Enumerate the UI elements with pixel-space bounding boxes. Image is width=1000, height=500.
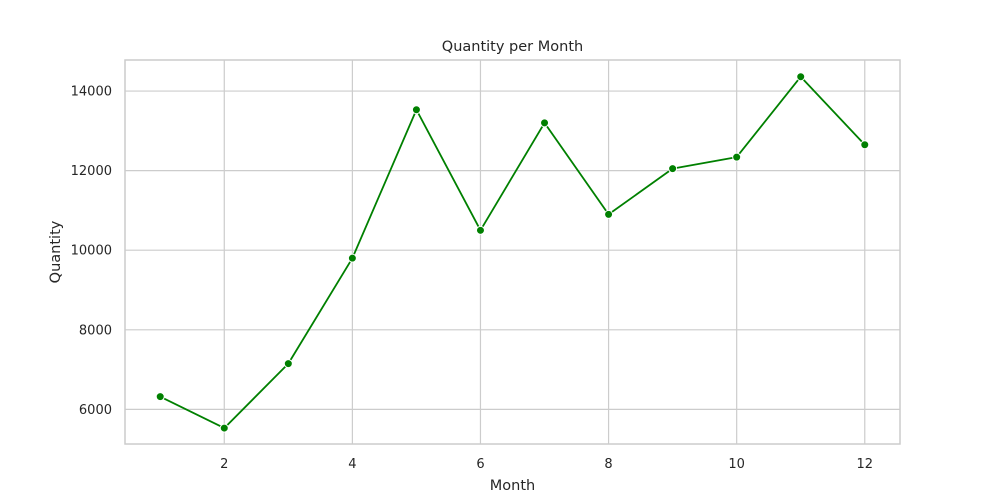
data-point [347, 253, 357, 263]
x-tick-label: 10 [728, 457, 745, 472]
data-point [860, 140, 870, 150]
y-tick-label: 14000 [71, 85, 112, 100]
data-point [475, 225, 485, 235]
data-point [540, 118, 550, 128]
series-line [159, 75, 866, 429]
data-point [732, 152, 742, 162]
data-point [604, 209, 614, 219]
x-tick-label: 2 [220, 457, 228, 472]
x-tick-label: 8 [604, 457, 612, 472]
x-axis-label: Month [490, 478, 535, 494]
x-tick-label: 12 [856, 457, 873, 472]
y-tick-label: 12000 [71, 164, 112, 179]
x-tick-label: 6 [476, 457, 484, 472]
x-tick-label: 4 [348, 457, 356, 472]
grid [125, 60, 900, 444]
series-layer [155, 72, 870, 433]
data-point [219, 423, 229, 433]
data-point [796, 72, 806, 82]
y-tick-label: 6000 [79, 403, 112, 418]
data-point [668, 164, 678, 174]
y-tick-label: 8000 [79, 323, 112, 338]
chart-title: Quantity per Month [442, 39, 583, 55]
y-axis-label: Quantity [48, 220, 64, 283]
data-point [155, 392, 165, 402]
plot-area-frame [124, 59, 901, 445]
data-point [411, 105, 421, 115]
y-tick-label: 10000 [71, 244, 112, 259]
tick-labels: 2 4 6 8 10 12 6000 8000 10000 12000 14000 [71, 85, 873, 472]
data-point [283, 359, 293, 369]
